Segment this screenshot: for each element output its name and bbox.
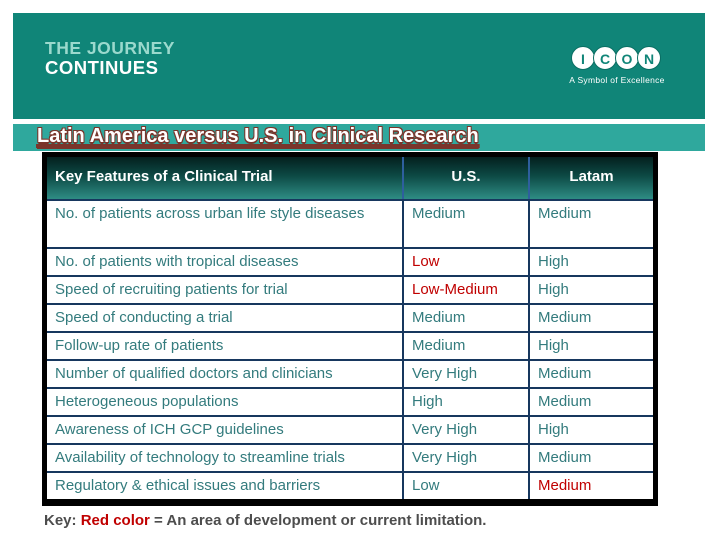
journey-wordmark: THE JOURNEY CONTINUES bbox=[45, 39, 175, 78]
latam-cell: High bbox=[528, 247, 653, 275]
table-row: Speed of recruiting patients for trial L… bbox=[47, 275, 653, 303]
title-strip: Latin America versus U.S. in Clinical Re… bbox=[13, 124, 705, 151]
feature-cell: Number of qualified doctors and clinicia… bbox=[47, 359, 402, 387]
icon-logo-circles: I C O N bbox=[569, 46, 665, 70]
feature-cell: Speed of recruiting patients for trial bbox=[47, 275, 402, 303]
comparison-table: Key Features of a Clinical Trial U.S. La… bbox=[42, 152, 658, 506]
table-row: Follow-up rate of patients Medium High bbox=[47, 331, 653, 359]
table-row: Heterogeneous populations High Medium bbox=[47, 387, 653, 415]
us-cell: Low bbox=[402, 471, 528, 499]
us-cell: Low-Medium bbox=[402, 275, 528, 303]
journey-line1: THE JOURNEY bbox=[45, 38, 175, 58]
column-header-us: U.S. bbox=[402, 157, 528, 199]
us-cell: Very High bbox=[402, 443, 528, 471]
column-header-latam: Latam bbox=[528, 157, 653, 199]
icon-logo-letter-c: C bbox=[593, 46, 617, 70]
latam-cell: Medium bbox=[528, 199, 653, 247]
feature-cell: Availability of technology to streamline… bbox=[47, 443, 402, 471]
us-cell: Medium bbox=[402, 331, 528, 359]
table-row: Awareness of ICH GCP guidelines Very Hig… bbox=[47, 415, 653, 443]
latam-cell: Medium bbox=[528, 359, 653, 387]
table-row: Regulatory & ethical issues and barriers… bbox=[47, 471, 653, 499]
latam-cell: High bbox=[528, 331, 653, 359]
latam-cell: Medium bbox=[528, 387, 653, 415]
top-banner: THE JOURNEY CONTINUES I C O N A Symbol o… bbox=[13, 13, 705, 119]
feature-cell: Regulatory & ethical issues and barriers bbox=[47, 471, 402, 499]
us-cell: Medium bbox=[402, 303, 528, 331]
latam-cell: Medium bbox=[528, 443, 653, 471]
legend-text: = An area of development or current limi… bbox=[149, 512, 487, 529]
table-row: No. of patients across urban life style … bbox=[47, 199, 653, 247]
table-row: Availability of technology to streamline… bbox=[47, 443, 653, 471]
us-cell: Very High bbox=[402, 415, 528, 443]
icon-logo-letter-i: I bbox=[571, 46, 595, 70]
latam-cell: High bbox=[528, 415, 653, 443]
table-header-row: Key Features of a Clinical Trial U.S. La… bbox=[47, 157, 653, 199]
icon-logo: I C O N A Symbol of Excellence bbox=[569, 46, 665, 85]
latam-cell: Medium bbox=[528, 303, 653, 331]
journey-line2: CONTINUES bbox=[45, 56, 159, 78]
slide-title: Latin America versus U.S. in Clinical Re… bbox=[37, 125, 479, 147]
us-cell: Low bbox=[402, 247, 528, 275]
feature-cell: Speed of conducting a trial bbox=[47, 303, 402, 331]
column-header-features: Key Features of a Clinical Trial bbox=[47, 157, 402, 199]
us-cell: High bbox=[402, 387, 528, 415]
legend-red-term: Red color bbox=[80, 512, 150, 529]
feature-cell: No. of patients with tropical diseases bbox=[47, 247, 402, 275]
latam-cell: Medium bbox=[528, 471, 653, 499]
legend-label: Key: bbox=[44, 512, 77, 529]
icon-logo-letter-o: O bbox=[615, 46, 639, 70]
feature-cell: Follow-up rate of patients bbox=[47, 331, 402, 359]
table-row: No. of patients with tropical diseases L… bbox=[47, 247, 653, 275]
legend: Key: Red color = An area of development … bbox=[44, 512, 486, 529]
table-row: Number of qualified doctors and clinicia… bbox=[47, 359, 653, 387]
icon-logo-tagline: A Symbol of Excellence bbox=[569, 75, 665, 85]
table-row: Speed of conducting a trial Medium Mediu… bbox=[47, 303, 653, 331]
latam-cell: High bbox=[528, 275, 653, 303]
us-cell: Medium bbox=[402, 199, 528, 247]
icon-logo-letter-n: N bbox=[637, 46, 661, 70]
us-cell: Very High bbox=[402, 359, 528, 387]
feature-cell: Heterogeneous populations bbox=[47, 387, 402, 415]
feature-cell: Awareness of ICH GCP guidelines bbox=[47, 415, 402, 443]
feature-cell: No. of patients across urban life style … bbox=[47, 199, 402, 247]
